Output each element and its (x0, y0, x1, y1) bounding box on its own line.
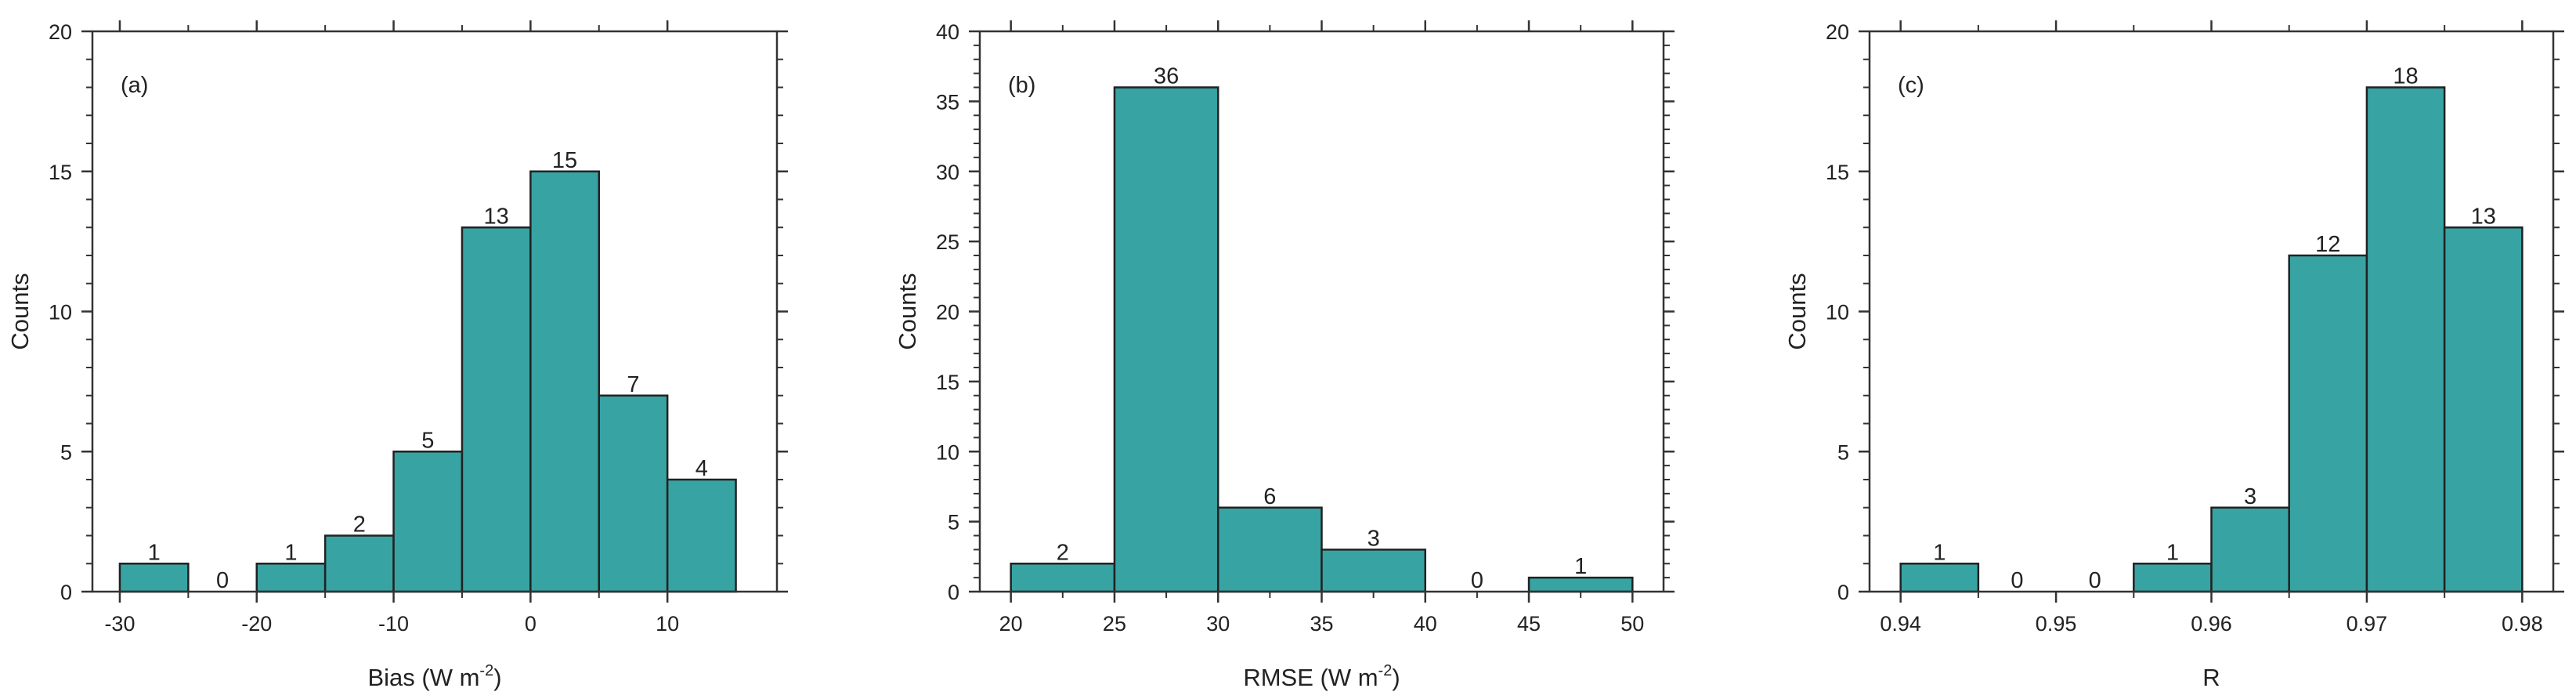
histogram-bar (1113, 86, 1219, 593)
bar-count-label: 13 (484, 204, 509, 229)
x-axis-label-exponent: -2 (479, 662, 493, 679)
bar-count-label: 0 (1471, 568, 1483, 593)
histogram-bar (1527, 576, 1634, 593)
y-tick-label: 0 (60, 581, 72, 604)
x-axis-label-text: RMSE (W m (1243, 664, 1378, 691)
bar-count-label: 12 (2315, 232, 2340, 257)
x-tick-label: -10 (378, 612, 409, 636)
x-tick-label: 20 (999, 612, 1023, 636)
histogram-bar (1321, 549, 1427, 593)
bar-count-label: 15 (552, 148, 577, 173)
histogram-bar (323, 534, 395, 593)
histogram-bar (598, 394, 669, 593)
x-tick-label: 30 (1206, 612, 1230, 636)
bar-count-label: 7 (627, 372, 639, 397)
histogram-bar (1899, 563, 1980, 593)
x-axis-label-closing: ) (493, 664, 501, 691)
y-tick-label: 0 (948, 581, 959, 604)
x-axis-label-closing: ) (1392, 664, 1400, 691)
histogram-bar (2210, 506, 2290, 593)
bar-count-label: 2 (353, 512, 366, 538)
y-tick-label: 20 (1826, 20, 1849, 44)
x-tick-label: 0.94 (1880, 612, 1921, 636)
x-tick-label: 0.96 (2191, 612, 2232, 636)
y-tick-label: 15 (49, 161, 72, 184)
histogram-bar (118, 563, 190, 593)
y-tick-label: 0 (1837, 581, 1849, 604)
x-tick-label: 25 (1103, 612, 1126, 636)
histogram-bar (529, 170, 601, 593)
x-axis-label: Bias (W m-2) (367, 662, 501, 691)
bar-count-label: 1 (148, 540, 161, 565)
x-axis-label-text: R (2202, 664, 2220, 691)
y-tick-label: 30 (936, 161, 959, 184)
bar-count-label: 13 (2471, 204, 2496, 229)
histogram-bar (1010, 563, 1116, 593)
panel-label: (b) (1008, 73, 1035, 98)
y-tick-label: 20 (936, 301, 959, 324)
y-tick-label: 10 (49, 301, 72, 324)
bar-count-label: 3 (2244, 484, 2256, 509)
bar-count-label: 1 (1574, 554, 1587, 579)
y-tick-label: 5 (1837, 440, 1849, 464)
x-tick-label: 45 (1517, 612, 1541, 636)
bar-count-label: 2 (1057, 540, 1069, 565)
x-tick-label: 0 (525, 612, 537, 636)
y-tick-label: 15 (1826, 161, 1849, 184)
histogram-bar (2443, 226, 2524, 593)
y-tick-label: 40 (936, 20, 959, 44)
x-axis-label: R (2202, 664, 2220, 691)
bar-count-label: 1 (284, 540, 297, 565)
x-tick-label: 0.98 (2502, 612, 2543, 636)
bar-count-label: 0 (216, 568, 229, 593)
y-tick-label: 10 (936, 440, 959, 464)
y-tick-label: 25 (936, 230, 959, 254)
bar-count-label: 0 (2011, 568, 2023, 593)
x-tick-label: 35 (1310, 612, 1333, 636)
histogram-bar (2365, 86, 2446, 593)
panel-label: (a) (121, 73, 148, 98)
bar-count-label: 4 (695, 456, 708, 481)
y-axis-label: Counts (894, 273, 921, 350)
x-tick-label: 50 (1620, 612, 1644, 636)
x-axis-label-exponent: -2 (1378, 662, 1393, 679)
bar-count-label: 1 (1933, 540, 1946, 565)
panel-label: (c) (1898, 73, 1924, 98)
y-axis-label: Counts (1783, 273, 1811, 350)
bar-count-label: 36 (1154, 64, 1179, 89)
y-tick-label: 10 (1826, 301, 1849, 324)
x-axis-label-text: Bias (W m (367, 664, 479, 691)
x-axis-label: RMSE (W m-2) (1243, 662, 1400, 691)
bar-count-label: 1 (2166, 540, 2179, 565)
x-tick-label: 0.95 (2036, 612, 2077, 636)
bar-count-label: 0 (2089, 568, 2101, 593)
y-tick-label: 15 (936, 371, 959, 394)
x-tick-label: -20 (241, 612, 272, 636)
y-tick-label: 5 (948, 511, 959, 534)
bar-count-label: 6 (1263, 484, 1276, 509)
bar-count-label: 18 (2393, 64, 2418, 89)
x-tick-label: 10 (656, 612, 679, 636)
y-tick-label: 20 (49, 20, 72, 44)
bar-count-label: 5 (421, 428, 434, 453)
histogram-bar (1216, 506, 1323, 593)
x-tick-label: 40 (1414, 612, 1437, 636)
y-tick-label: 5 (60, 440, 72, 464)
y-tick-label: 35 (936, 90, 959, 114)
histogram-bar (666, 478, 737, 593)
histogram-bar (392, 451, 464, 593)
x-tick-label: -30 (104, 612, 135, 636)
histogram-bar (2288, 254, 2368, 593)
histogram-bar (2133, 563, 2213, 593)
x-tick-label: 0.97 (2347, 612, 2388, 636)
histogram-bar (461, 226, 532, 593)
histogram-bar (255, 563, 327, 593)
bar-count-label: 3 (1367, 526, 1380, 551)
y-axis-label: Counts (6, 273, 34, 350)
